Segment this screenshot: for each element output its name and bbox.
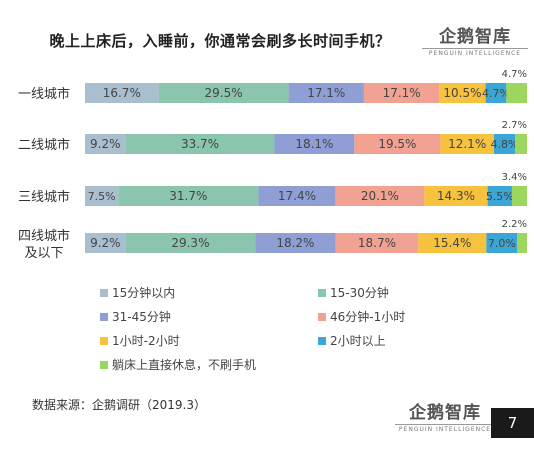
data-label: 14.3% xyxy=(437,189,475,203)
legend-item: 15分钟以内 xyxy=(100,284,175,301)
bar-segment xyxy=(335,233,419,253)
data-label: 29.3% xyxy=(171,236,209,250)
category-label: 三线城市 xyxy=(18,189,70,205)
legend-label: 46分钟-1小时 xyxy=(330,310,406,324)
data-label: 17.1% xyxy=(307,86,345,100)
bar-segment xyxy=(335,186,425,206)
bar-segment xyxy=(487,186,512,206)
category-label: 二线城市 xyxy=(18,137,70,153)
data-label: 33.7% xyxy=(181,137,219,151)
legend-item: 46分钟-1小时 xyxy=(318,308,405,325)
legend-item: 躺床上直接休息，不刷手机 xyxy=(100,356,256,373)
data-label: 16.7% xyxy=(103,86,141,100)
bar-segment xyxy=(363,83,440,103)
legend-swatch xyxy=(318,336,326,345)
bar-segment xyxy=(439,83,486,103)
data-label: 18.7% xyxy=(358,236,396,250)
data-label: 29.5% xyxy=(205,86,243,100)
legend-swatch xyxy=(100,312,108,321)
category-label-line: 及以下 xyxy=(24,246,63,261)
bar-segment xyxy=(517,233,527,253)
data-label: 5.5% xyxy=(486,190,514,203)
brand-name-bottom: 企鹅智库 xyxy=(409,403,481,423)
data-label: 10.5% xyxy=(443,86,481,100)
data-label: 17.1% xyxy=(383,86,421,100)
legend-item: 31-45分钟 xyxy=(100,308,171,325)
legend-swatch xyxy=(318,312,326,321)
data-label: 19.5% xyxy=(378,137,416,151)
legend-label: 15-30分钟 xyxy=(330,286,389,300)
bar-segment xyxy=(274,134,355,154)
data-label: 18.2% xyxy=(276,236,314,250)
data-label: 7.0% xyxy=(488,237,516,250)
data-label: 4.7% xyxy=(482,87,510,100)
data-label: 17.4% xyxy=(278,189,316,203)
legend-item: 1小时-2小时 xyxy=(100,332,180,349)
legend-swatch xyxy=(318,288,326,297)
legend-label: 15分钟以内 xyxy=(112,286,176,300)
legend-swatch xyxy=(100,288,108,297)
data-label: 9.2% xyxy=(90,137,121,151)
stacked-bar-chart: 一线城市 16.7% 29.5% 17.1% 17.1% 10.5% 4.7%4.7%二线城… xyxy=(18,69,527,261)
category-label: 一线城市 xyxy=(18,86,70,102)
brand-logo-top: 企鹅智库 PENGUIN INTELLIGENCE xyxy=(422,22,528,57)
legend-swatch xyxy=(100,336,108,345)
page-number: 7 xyxy=(491,408,534,438)
bar-segment xyxy=(515,134,527,154)
bar-segment xyxy=(258,186,336,206)
data-label: 4.8% xyxy=(491,138,519,151)
bar-segment xyxy=(506,83,527,103)
chart-title: 晚上上床后，入睡前，你通常会刷多长时间手机？ xyxy=(49,32,391,50)
legend-item: 15-30分钟 xyxy=(318,284,389,301)
data-label: 15.4% xyxy=(433,236,471,250)
bar-segment xyxy=(118,186,259,206)
data-label: 2.7% xyxy=(502,120,527,131)
bar-segment xyxy=(288,83,364,103)
data-label: 2.2% xyxy=(502,219,527,230)
category-label-line: 一线城市 xyxy=(18,86,70,102)
bar-segment xyxy=(440,134,494,154)
bar-segment xyxy=(125,233,256,253)
bar-segment xyxy=(85,83,159,103)
bar-segment xyxy=(158,83,289,103)
bar-segment xyxy=(486,233,518,253)
data-label: 9.2% xyxy=(90,236,121,250)
bar-segment xyxy=(493,134,516,154)
legend-label: 2小时以上 xyxy=(330,334,386,348)
bar-segment xyxy=(424,186,488,206)
brand-name: 企鹅智库 xyxy=(439,27,511,47)
legend-swatch xyxy=(100,360,108,369)
data-label: 20.1% xyxy=(361,189,399,203)
bar-segment xyxy=(85,186,119,206)
legend-item: 2小时以上 xyxy=(318,332,386,349)
legend-label: 1小时-2小时 xyxy=(112,334,180,348)
data-label: 12.1% xyxy=(448,137,486,151)
brand-logo-bottom: 企鹅智库 PENGUIN INTELLIGENCE xyxy=(395,398,495,433)
category-label-line: 二线城市 xyxy=(18,137,70,153)
bar-segment xyxy=(485,83,507,103)
data-label: 18.1% xyxy=(295,137,333,151)
bar-segment xyxy=(418,233,487,253)
bar-segment xyxy=(85,233,126,253)
bar-segment xyxy=(125,134,275,154)
data-label: 3.4% xyxy=(502,172,527,183)
data-label: 4.7% xyxy=(502,69,527,80)
category-label-line: 四线城市 xyxy=(18,228,70,244)
category-label-line: 三线城市 xyxy=(18,189,70,205)
bar-segment xyxy=(85,134,126,154)
data-label: 7.5% xyxy=(88,190,116,203)
data-label: 31.7% xyxy=(169,189,207,203)
bar-segment xyxy=(511,186,527,206)
category-label: 四线城市及以下 xyxy=(18,228,70,261)
bar-segment xyxy=(354,134,441,154)
data-source: 数据来源：企鹅调研（2019.3） xyxy=(32,398,206,412)
brand-subtitle: PENGUIN INTELLIGENCE xyxy=(422,48,528,57)
legend-label: 躺床上直接休息，不刷手机 xyxy=(112,358,257,372)
brand-subtitle-bottom: PENGUIN INTELLIGENCE xyxy=(395,424,495,433)
bar-segment xyxy=(255,233,336,253)
legend-label: 31-45分钟 xyxy=(112,310,171,324)
